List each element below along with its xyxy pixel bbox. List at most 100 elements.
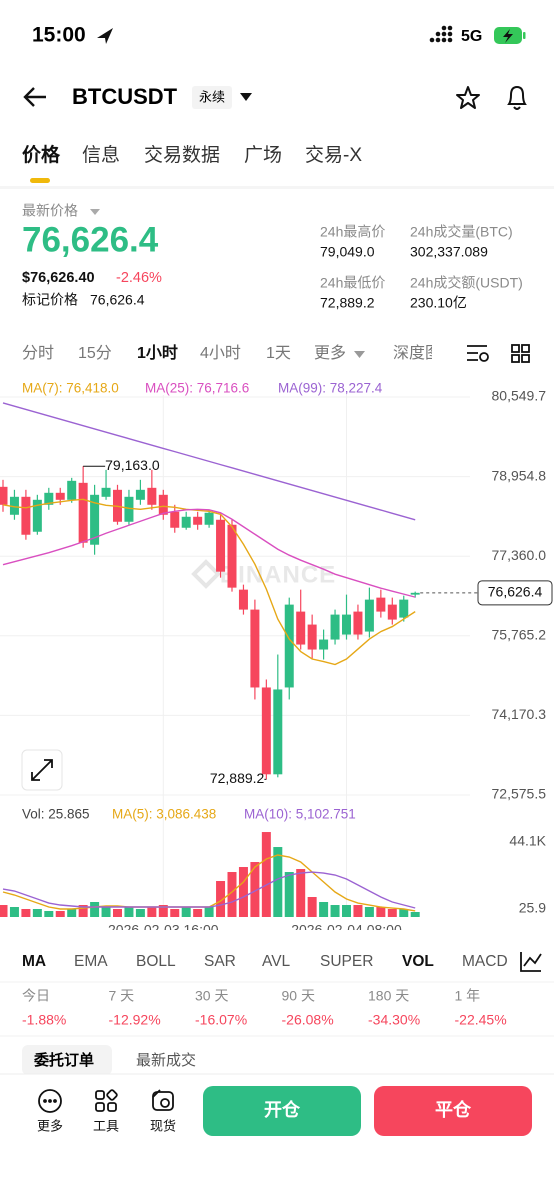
stat-label: 24h最高价 bbox=[320, 224, 385, 240]
candle-body bbox=[261, 687, 271, 775]
stat-label: 24h成交额(USDT) bbox=[410, 275, 523, 291]
layout-icon[interactable] bbox=[511, 344, 530, 363]
price-dropdown[interactable] bbox=[90, 209, 100, 215]
volume-bar bbox=[284, 872, 294, 917]
indicator-tab[interactable]: BOLL bbox=[136, 953, 176, 970]
candle-body bbox=[0, 486, 8, 505]
candle-body bbox=[319, 639, 329, 650]
stat-value: 72,889.2 bbox=[320, 295, 375, 311]
candle-body bbox=[170, 511, 180, 528]
volume-bar bbox=[44, 910, 54, 917]
spot-icon[interactable] bbox=[152, 1089, 174, 1111]
tab[interactable]: 交易-X bbox=[305, 144, 362, 166]
volume-bar bbox=[296, 869, 306, 917]
volume-bar bbox=[181, 907, 191, 917]
interval[interactable]: 深度图 bbox=[393, 344, 441, 362]
candle-body bbox=[181, 516, 191, 528]
settings-icon[interactable] bbox=[467, 345, 489, 362]
candle-body bbox=[307, 624, 317, 650]
period-change: -34.30% bbox=[368, 1012, 420, 1028]
volume-bar bbox=[78, 905, 88, 917]
order-tab[interactable]: 最新成交 bbox=[136, 1051, 196, 1069]
indicator-tab[interactable]: AVL bbox=[262, 953, 291, 970]
interval[interactable]: 更多 bbox=[314, 344, 346, 362]
volume-bar bbox=[158, 905, 168, 917]
back-button[interactable] bbox=[23, 87, 46, 107]
symbol[interactable]: BTCUSDT bbox=[72, 84, 178, 109]
y-tick-label: 72,575.5 bbox=[492, 786, 547, 802]
volume-bar bbox=[147, 907, 157, 917]
chart-settings[interactable] bbox=[520, 952, 542, 972]
candle-body bbox=[216, 519, 226, 572]
volume-bar bbox=[353, 905, 363, 917]
more-dropdown[interactable] bbox=[354, 351, 365, 358]
period-change: -1.88% bbox=[22, 1012, 66, 1028]
volume-bar bbox=[101, 907, 111, 917]
tab[interactable]: 交易数据 bbox=[144, 144, 220, 166]
interval[interactable]: 1小时 bbox=[137, 344, 178, 362]
period-change: -12.92% bbox=[109, 1012, 161, 1028]
volume-bar bbox=[330, 905, 340, 917]
candle-body bbox=[32, 499, 42, 532]
ma-legend: MA(25): 76,716.6 bbox=[145, 381, 249, 396]
candle-body bbox=[399, 599, 409, 618]
ma-line bbox=[2, 498, 416, 666]
y-tick-label: 80,549.7 bbox=[492, 388, 547, 404]
indicator-tab[interactable]: SAR bbox=[204, 953, 236, 970]
action-label[interactable]: 工具 bbox=[93, 1118, 119, 1133]
volume-bar bbox=[170, 908, 180, 917]
indicator-tab[interactable]: VOL bbox=[402, 953, 434, 970]
more-icon[interactable] bbox=[38, 1089, 62, 1113]
order-tab[interactable]: 委托订单 bbox=[34, 1051, 94, 1069]
tools-icon[interactable] bbox=[95, 1089, 118, 1112]
divider bbox=[0, 186, 554, 189]
candle-body bbox=[273, 689, 283, 775]
volume-bar bbox=[32, 908, 42, 917]
tab[interactable]: 广场 bbox=[244, 144, 282, 166]
stat-value: 230.10亿 bbox=[410, 295, 467, 311]
period-label: 今日 bbox=[22, 988, 50, 1004]
candle-body bbox=[158, 494, 168, 515]
indicator-tab[interactable]: SUPER bbox=[320, 953, 373, 970]
ma-line bbox=[2, 402, 416, 521]
close-button[interactable] bbox=[374, 1086, 532, 1136]
candle-body bbox=[342, 614, 351, 635]
volume-bar bbox=[90, 902, 100, 917]
volume-bar bbox=[238, 867, 248, 917]
interval[interactable]: 15分 bbox=[78, 344, 112, 362]
tab[interactable]: 价格 bbox=[22, 143, 61, 166]
volume-legend: MA(5): 3,086.438 bbox=[112, 807, 216, 822]
indicator-tab[interactable]: MACD bbox=[462, 953, 508, 970]
volume-bar bbox=[135, 908, 145, 917]
candle-body bbox=[44, 492, 54, 505]
ma-line bbox=[2, 508, 416, 598]
volume-bar bbox=[67, 908, 77, 917]
action-label[interactable]: 更多 bbox=[37, 1118, 63, 1133]
symbol-dropdown[interactable] bbox=[240, 93, 252, 101]
interval[interactable]: 4小时 bbox=[200, 344, 241, 362]
location-icon bbox=[97, 28, 113, 44]
alert-button[interactable] bbox=[507, 85, 527, 110]
volume-bar bbox=[399, 908, 409, 917]
action-label[interactable]: 现货 bbox=[150, 1118, 176, 1133]
y-tick-label: 77,360.0 bbox=[492, 547, 547, 563]
volume-bar bbox=[204, 907, 214, 917]
volume-legend: MA(10): 5,102.751 bbox=[244, 807, 356, 822]
favorite-button[interactable] bbox=[456, 86, 480, 109]
volume-bar bbox=[273, 847, 283, 917]
open-button[interactable] bbox=[203, 1086, 361, 1136]
tab[interactable]: 信息 bbox=[82, 144, 120, 166]
volume-bar bbox=[319, 902, 329, 917]
period-label: 90 天 bbox=[282, 988, 315, 1004]
interval[interactable]: 分时 bbox=[22, 344, 54, 362]
usd-price: $76,626.40 bbox=[22, 270, 95, 286]
indicator-tab[interactable]: MA bbox=[22, 953, 46, 970]
period-change: -26.08% bbox=[282, 1012, 334, 1028]
indicator-tab[interactable]: EMA bbox=[74, 953, 108, 970]
period-label: 30 天 bbox=[195, 988, 228, 1004]
last-price: 76,626.4 bbox=[22, 220, 159, 259]
interval[interactable]: 1天 bbox=[266, 345, 291, 362]
period-change: -22.45% bbox=[455, 1012, 507, 1028]
